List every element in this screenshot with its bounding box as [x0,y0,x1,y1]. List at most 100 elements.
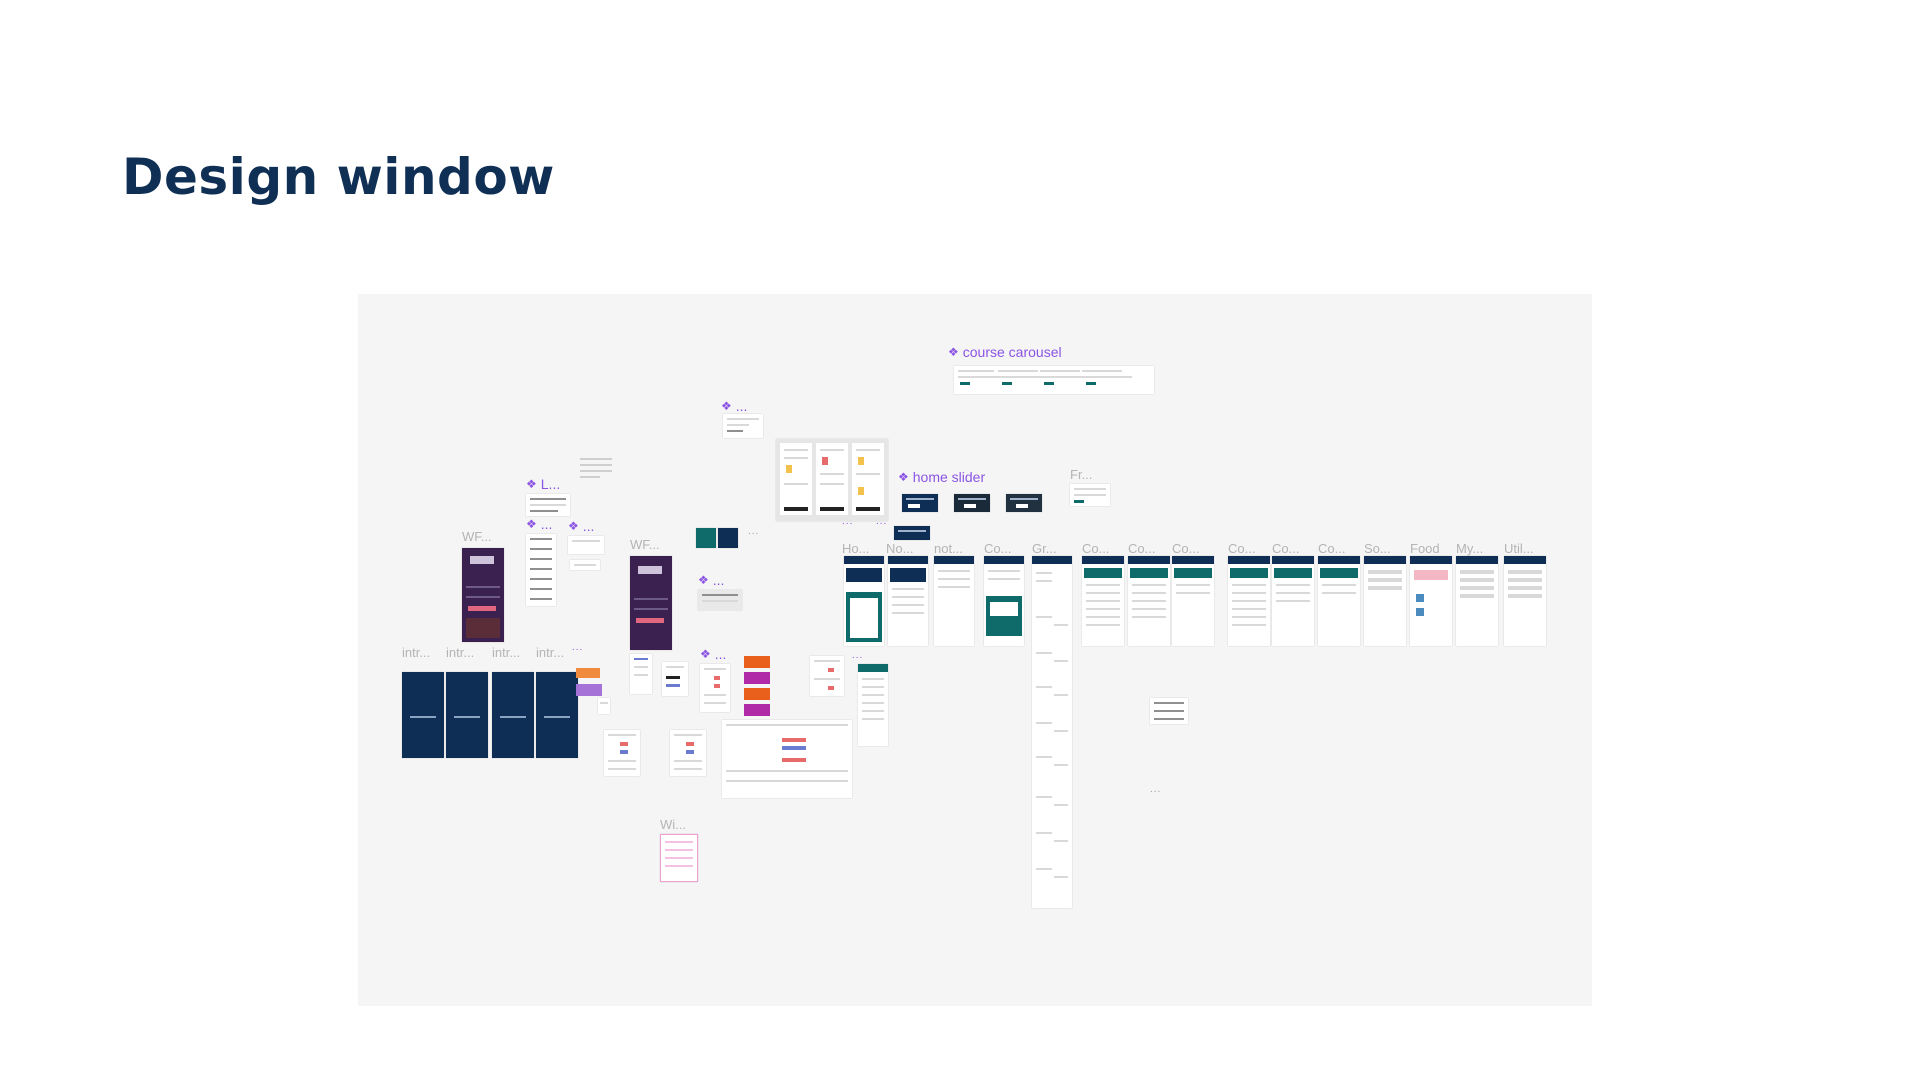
frame-wf-1[interactable] [462,548,504,642]
component-label: ... [582,518,595,534]
frame-label-util: Util... [1504,541,1534,556]
calendar-frame[interactable] [700,664,730,712]
frame-not[interactable] [934,556,974,646]
frame-label-so: So... [1364,541,1391,556]
component-icon: ❖ [568,519,579,533]
frame-co-3[interactable] [1128,556,1170,646]
table-frame-wide[interactable] [722,720,852,798]
frame-co-2[interactable] [1082,556,1124,646]
frame-food[interactable] [1410,556,1452,646]
chip-magenta-1[interactable] [744,672,770,684]
frame-ho[interactable] [844,556,884,646]
component-label: ... [540,516,553,532]
component-icon: ❖ [698,573,709,587]
frame-gr[interactable] [1032,556,1072,908]
component-card-frame[interactable] [698,590,742,610]
frame-label-intr-3: intr... [492,645,521,660]
home-slide-1[interactable] [902,494,938,512]
frame-label-wf-1: WF... [462,529,492,544]
list-frame-3[interactable] [810,656,844,696]
frame-intr-2[interactable] [446,672,488,758]
sticky-orange[interactable] [576,668,600,678]
frame-label-co-6: Co... [1272,541,1300,556]
card-group-frame[interactable] [776,439,888,521]
floating-list-frame[interactable] [1150,698,1188,724]
component-course-carousel[interactable]: ❖ course carousel [948,344,1062,360]
frame-wi[interactable] [660,834,698,882]
component-small-2[interactable]: ❖ ... [568,518,594,534]
mini-frame[interactable] [598,698,610,714]
home-slide-3[interactable] [1006,494,1042,512]
more-dots: ... [876,516,888,527]
frame-co-5[interactable] [1228,556,1270,646]
more-dots: ... [852,650,864,661]
frame-label-wi: Wi... [660,817,686,832]
component-label: home slider [912,469,986,485]
frame-my[interactable] [1456,556,1498,646]
design-canvas[interactable]: ❖ course carousel ❖ ... ❖ home slider Fr… [358,294,1592,1006]
frame-util[interactable] [1504,556,1546,646]
frame-label-wf-2: WF... [630,537,660,552]
frame-label-food: Food [1410,541,1440,556]
more-dots: ... [572,642,584,653]
frame-label-my: My... [1456,541,1484,556]
frame-label-gr: Gr... [1032,541,1057,556]
component-l[interactable]: ❖ L... [526,476,560,492]
component-label: ... [712,572,725,588]
component-small-1-frame[interactable] [723,414,763,438]
chip-magenta-2[interactable] [744,704,770,716]
frame-label-co-7: Co... [1318,541,1346,556]
frame-label-co-4: Co... [1172,541,1200,556]
frame-label-co-1: Co... [984,541,1012,556]
component-small-3-frame[interactable] [570,560,600,570]
component-icon: ❖ [526,517,537,531]
list-frame-1[interactable] [630,654,652,694]
component-calendar[interactable]: ❖ ... [700,646,726,662]
home-slide-2[interactable] [954,494,990,512]
frame-label-intr-4: intr... [536,645,565,660]
frame-intr-1[interactable] [402,672,444,758]
component-list[interactable]: ❖ ... [526,516,552,532]
component-small-2-frame[interactable] [568,536,604,554]
chip-orange-1[interactable] [744,656,770,668]
frame-co-6[interactable] [1272,556,1314,646]
frame-no[interactable] [888,556,928,646]
frame-fr[interactable] [1070,484,1110,506]
frame-label-ho: Ho... [842,541,870,556]
component-l-frame[interactable] [526,494,570,516]
annotation-text [576,456,616,482]
component-label: ... [735,398,748,414]
frame-label-fr: Fr... [1070,467,1093,482]
component-card[interactable]: ❖ ... [698,572,724,588]
frame-label-co-5: Co... [1228,541,1256,556]
table-frame-1[interactable] [604,730,640,776]
frame-co-4[interactable] [1172,556,1214,646]
sticky-purple[interactable] [576,684,602,696]
component-icon: ❖ [721,399,732,413]
swatch-teal[interactable] [696,528,716,548]
component-icon: ❖ [700,647,711,661]
frame-label-co-2: Co... [1082,541,1110,556]
frame-label-co-3: Co... [1128,541,1156,556]
component-home-slider[interactable]: ❖ home slider [898,469,985,485]
course-carousel-frame[interactable] [954,366,1154,394]
frame-label-intr-2: intr... [446,645,475,660]
frame-so[interactable] [1364,556,1406,646]
swatch-navy[interactable] [718,528,738,548]
component-list-frame[interactable] [526,534,556,606]
chip-orange-2[interactable] [744,688,770,700]
frame-wf-2[interactable] [630,556,672,650]
frame-intr-3[interactable] [492,672,534,758]
component-label: course carousel [962,344,1062,360]
component-icon: ❖ [526,477,537,491]
teal-list-frame[interactable] [858,664,888,746]
component-icon: ❖ [898,470,909,484]
frame-intr-4[interactable] [536,672,578,758]
frame-co-7[interactable] [1318,556,1360,646]
frame-label-intr-1: intr... [402,645,431,660]
table-frame-2[interactable] [670,730,706,776]
mini-slide[interactable] [894,526,930,540]
component-small-1[interactable]: ❖ ... [721,398,747,414]
list-frame-2[interactable] [662,662,688,696]
frame-co-1[interactable] [984,556,1024,646]
